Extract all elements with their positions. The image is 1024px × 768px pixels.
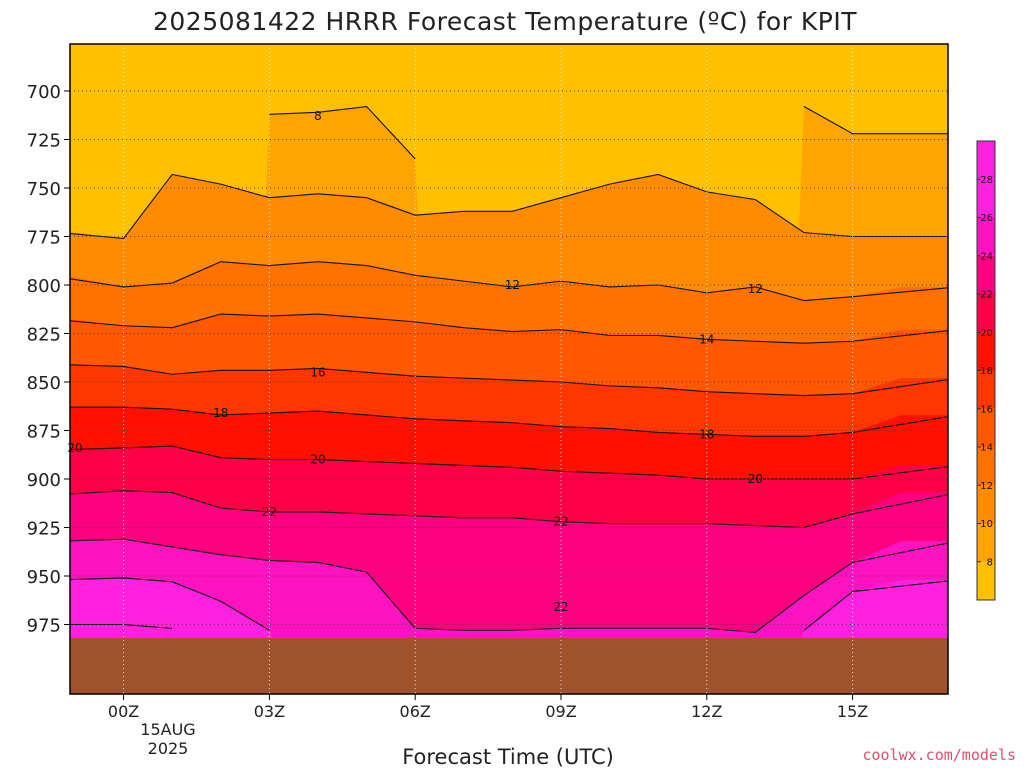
x-tick-label: 06Z	[400, 702, 431, 721]
y-tick-label: 850	[27, 373, 61, 394]
y-tick-label: 950	[27, 567, 61, 588]
y-tick-label: 825	[27, 325, 61, 346]
isotherm-24	[70, 538, 948, 633]
isotherm-10	[70, 173, 948, 240]
contour-label: 22	[553, 515, 568, 529]
colorbar-swatch	[977, 561, 995, 600]
colorbar-tick-label: 22	[980, 290, 993, 301]
colorbar-swatch	[977, 255, 995, 294]
contour-label: 8	[314, 109, 322, 123]
contour-label: 14	[699, 332, 714, 346]
isotherm-8	[269, 105, 948, 160]
colorbar: 8 10 12 14 16 18 20 22 24 26 28	[976, 140, 996, 601]
contour-label: 20	[748, 472, 763, 486]
y-tick-label: 900	[27, 470, 61, 491]
colorbar-tick-label: 28	[980, 175, 993, 186]
colorbar-tick-label: 26	[980, 213, 993, 224]
colorbar-tick-label: 24	[980, 251, 993, 262]
contour-label: 12	[748, 282, 763, 296]
y-tick-label: 925	[27, 519, 61, 540]
contour-labels: 8 12 12 14 16 18 18 20 20 20 22 22 22	[67, 109, 763, 614]
ground	[70, 638, 948, 694]
x-tick-label: 12Z	[691, 702, 722, 721]
x-axis-label: Forecast Time (UTC)	[402, 745, 614, 768]
isotherm-20	[70, 445, 948, 480]
colorbar-tick-label: 8	[987, 557, 993, 568]
plot-frame	[69, 43, 949, 695]
axes: 700 725 750 775 800 825 850 875 900 925 950 975 00Z 0…	[27, 82, 869, 721]
y-tick-label: 775	[27, 228, 61, 249]
colorbar-tick-label: 20	[980, 328, 993, 339]
contour-label: 22	[553, 600, 568, 614]
colorbar-swatch	[977, 294, 995, 333]
colorbar-swatch	[977, 217, 995, 256]
colorbar-tick-label: 18	[980, 366, 993, 377]
colorbar-swatch	[977, 179, 995, 218]
grid	[70, 44, 948, 694]
contour-label: 16	[310, 365, 325, 379]
color-fill	[70, 44, 948, 694]
y-tick-label: 975	[27, 616, 61, 637]
colorbar-swatch	[977, 332, 995, 371]
contour-label: 22	[262, 505, 277, 519]
colorbar-tick-label: 16	[980, 404, 993, 415]
isotherm-16	[70, 364, 948, 397]
x-tick-label: 00Z	[108, 702, 139, 721]
contour-label: 12	[505, 278, 520, 292]
date-label-year: 2025	[148, 739, 189, 758]
x-tick-label: 15Z	[837, 702, 868, 721]
contour-label: 20	[67, 441, 82, 455]
colorbar-tick-label: 12	[980, 481, 993, 492]
y-tick-label: 750	[27, 179, 61, 200]
isotherm-22	[70, 490, 948, 529]
isotherm-18	[70, 406, 948, 437]
contour-label: 18	[699, 427, 714, 441]
colorbar-swatch	[977, 485, 995, 524]
colorbar-tick-label: 14	[980, 443, 993, 454]
contour-label: 20	[310, 453, 325, 467]
chart-title: 2025081422 HRRR Forecast Temperature (ºC…	[153, 7, 857, 36]
isotherm-14	[70, 313, 948, 344]
y-tick-label: 875	[27, 422, 61, 443]
isotherm-26	[70, 577, 948, 631]
y-tick-label: 700	[27, 82, 61, 103]
colorbar-swatch	[977, 523, 995, 562]
y-tick-label: 800	[27, 276, 61, 297]
plot-area: 8 12 12 14 16 18 18 20 20 20 22 22 22	[67, 43, 949, 695]
isotherm-lines	[70, 105, 948, 633]
colorbar-swatch	[977, 141, 995, 180]
colorbar-swatch	[977, 408, 995, 447]
x-tick-label: 03Z	[254, 702, 285, 721]
colorbar-swatch	[977, 370, 995, 409]
colorbar-swatch	[977, 447, 995, 486]
isotherm-12	[70, 261, 948, 302]
y-tick-label: 725	[27, 131, 61, 152]
credit-text: coolwx.com/models	[862, 746, 1016, 764]
x-tick-label: 09Z	[545, 702, 576, 721]
date-label-day: 15AUG	[140, 720, 195, 739]
colorbar-tick-label: 10	[980, 519, 993, 530]
contour-label: 18	[213, 406, 228, 420]
